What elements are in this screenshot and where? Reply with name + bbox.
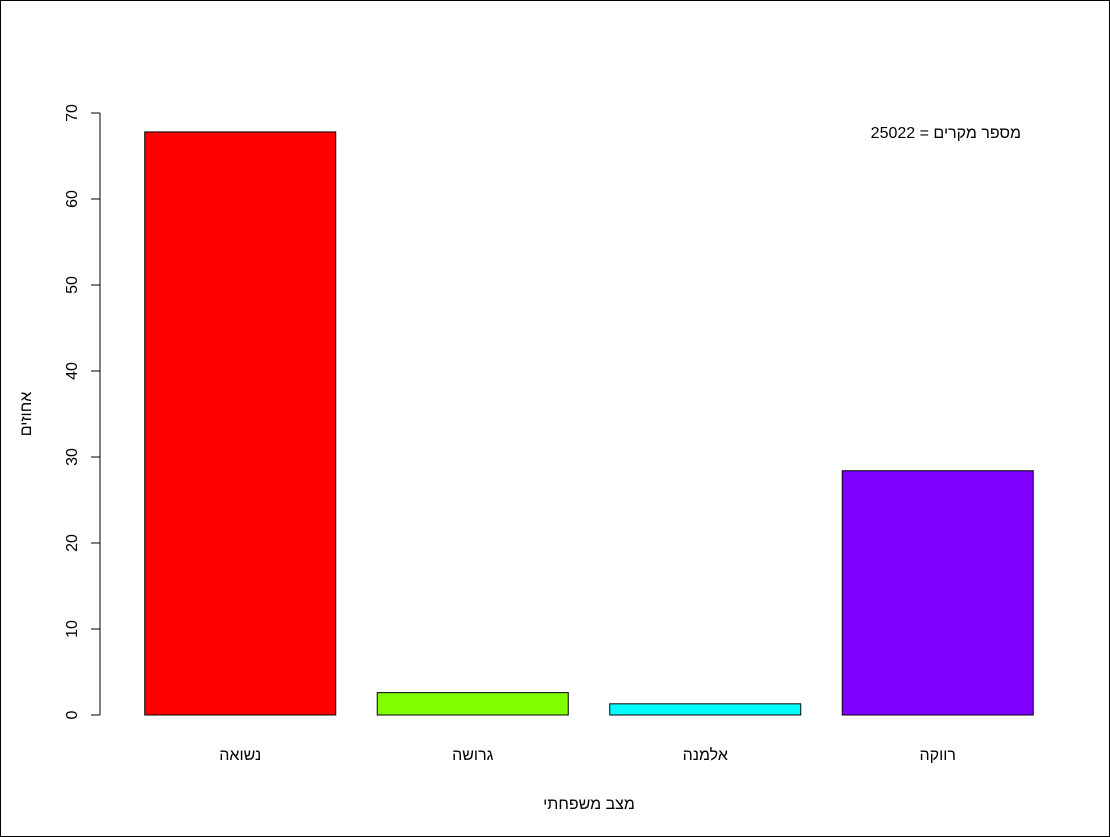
y-tick-label: 0 [64, 710, 81, 719]
x-axis-title: מצב משפחתי [543, 796, 635, 813]
bars [144, 131, 1034, 716]
y-tick-label: 60 [64, 190, 81, 208]
category-label: נשואה [219, 747, 261, 764]
y-axis: 0 10 20 30 40 50 60 70 [64, 104, 101, 719]
case-count-annotation: מספר מקרים = 25022 [871, 125, 1021, 142]
y-tick-label: 10 [64, 620, 81, 638]
category-label: אלמנה [683, 746, 728, 764]
category-labels: נשואה גרושה אלמנה רווקה [219, 746, 956, 764]
bar [144, 131, 337, 716]
y-tick-label: 50 [64, 276, 81, 294]
bar [376, 692, 569, 716]
y-tick-label: 40 [64, 362, 81, 380]
category-label: גרושה [452, 747, 494, 764]
bar [609, 703, 802, 716]
y-tick-label: 70 [64, 104, 81, 122]
y-tick-label: 30 [64, 448, 81, 466]
y-tick-label: 20 [64, 534, 81, 552]
category-label: רווקה [920, 747, 956, 764]
bar [841, 470, 1034, 716]
y-axis-title: אחוזים [18, 392, 35, 437]
